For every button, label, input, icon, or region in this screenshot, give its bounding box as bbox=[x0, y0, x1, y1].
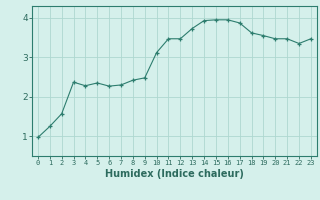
X-axis label: Humidex (Indice chaleur): Humidex (Indice chaleur) bbox=[105, 169, 244, 179]
